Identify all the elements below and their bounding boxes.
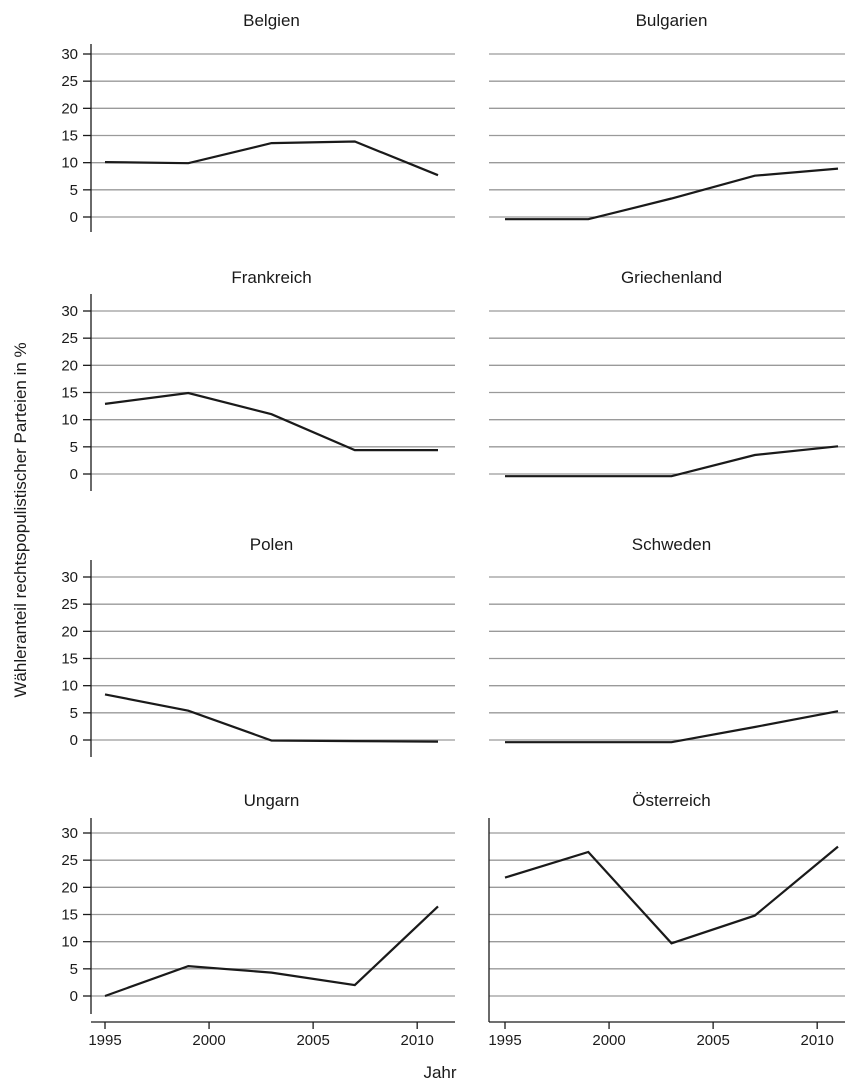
y-tick-label: 5 xyxy=(70,182,78,199)
y-axis-title: Wähleranteil rechtspopulistischer Partei… xyxy=(11,342,30,697)
panel-title: Schweden xyxy=(632,535,711,554)
x-axis-title: Jahr xyxy=(423,1063,456,1082)
panel-frankreich: Frankreich 0 5 10 15 20 25 30 xyxy=(61,268,455,491)
series-line xyxy=(505,710,839,744)
y-tick-label: 10 xyxy=(61,412,78,429)
chart-panels: Belgien 0 5 10 15 20 25 30 Bulgarien Frankreich 0 5… xyxy=(61,11,845,1049)
y-tick-label: 5 xyxy=(70,961,78,978)
y-tick-label: 10 xyxy=(61,934,78,951)
panel-title: Österreich xyxy=(632,791,710,810)
y-tick-label: 0 xyxy=(70,732,78,749)
panel-title: Griechenland xyxy=(621,268,722,287)
panel-belgien: Belgien 0 5 10 15 20 25 30 xyxy=(61,11,455,232)
x-tick-label: 1995 xyxy=(488,1032,521,1049)
y-tick-label: 10 xyxy=(61,155,78,172)
y-tick-label: 0 xyxy=(70,466,78,483)
panel-ungarn: Ungarn 0 5 10 15 20 25 30 1995 2000 2005 2010 xyxy=(61,791,455,1049)
y-tick-label: 20 xyxy=(61,623,78,640)
series-line xyxy=(505,167,839,221)
panel-griechenland: Griechenland xyxy=(489,268,845,478)
y-tick-label: 25 xyxy=(61,330,78,347)
series-line xyxy=(104,905,439,998)
y-tick-label: 30 xyxy=(61,825,78,842)
y-tick-label: 5 xyxy=(70,439,78,456)
y-tick-label: 30 xyxy=(61,569,78,586)
y-tick-label: 20 xyxy=(61,100,78,117)
y-tick-label: 15 xyxy=(61,385,78,402)
series-line xyxy=(104,391,438,452)
x-tick-label: 2000 xyxy=(192,1032,225,1049)
y-tick-label: 15 xyxy=(61,128,78,145)
y-tick-label: 25 xyxy=(61,73,78,90)
series-line xyxy=(104,693,439,743)
y-tick-label: 15 xyxy=(61,651,78,668)
panel-title: Ungarn xyxy=(244,791,300,810)
panel-title: Belgien xyxy=(243,11,300,30)
panel-title: Bulgarien xyxy=(636,11,708,30)
y-tick-label: 25 xyxy=(61,852,78,869)
series-line xyxy=(104,140,439,177)
y-tick-label: 15 xyxy=(61,907,78,924)
series-line xyxy=(505,445,839,478)
y-tick-label: 25 xyxy=(61,596,78,613)
x-tick-label: 2010 xyxy=(801,1032,834,1049)
panel-title: Frankreich xyxy=(231,268,311,287)
panel-bulgarien: Bulgarien xyxy=(489,11,845,221)
x-tick-label: 2005 xyxy=(696,1032,729,1049)
x-tick-label: 1995 xyxy=(88,1032,121,1049)
y-tick-label: 10 xyxy=(61,678,78,695)
panel-schweden: Schweden xyxy=(489,535,845,744)
x-tick-label: 2005 xyxy=(296,1032,329,1049)
y-tick-label: 20 xyxy=(61,879,78,896)
series-line xyxy=(504,845,839,945)
y-tick-label: 0 xyxy=(70,209,78,226)
panel-polen: Polen 0 5 10 15 20 25 30 xyxy=(61,535,455,757)
y-tick-label: 0 xyxy=(70,988,78,1005)
x-tick-label: 2000 xyxy=(592,1032,625,1049)
y-tick-label: 30 xyxy=(61,46,78,63)
x-tick-label: 2010 xyxy=(401,1032,434,1049)
y-tick-label: 30 xyxy=(61,303,78,320)
panel-title: Polen xyxy=(250,535,293,554)
y-tick-label: 20 xyxy=(61,357,78,374)
panel-oesterreich: Österreich 1995 2000 2005 2010 xyxy=(488,791,845,1049)
y-tick-label: 5 xyxy=(70,705,78,722)
